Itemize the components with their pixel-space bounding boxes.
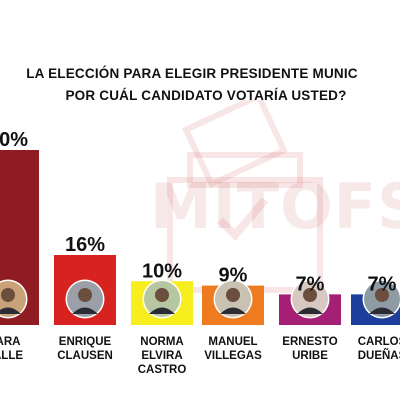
value-label-3: 10%	[142, 260, 182, 282]
candidate-name-3-line-3: CASTRO	[138, 364, 187, 376]
candidate-name-2-line-1: ENRIQUE	[59, 336, 112, 348]
value-label-2: 16%	[65, 234, 105, 256]
candidate-name-2-line-2: CLAUSEN	[57, 350, 113, 362]
candidate-name-1-line-1: ARA	[0, 336, 20, 348]
candidate-body-icon-3	[149, 307, 175, 314]
candidate-name-6-line-1: CARLOS	[358, 336, 400, 348]
candidate-head-icon-2	[78, 288, 92, 302]
candidate-name-3-line-2: ELVIRA	[141, 350, 182, 362]
candidate-name-5-line-1: ERNESTO	[282, 336, 337, 348]
value-label-5: 7%	[296, 273, 325, 295]
chart-title-line-1: LA ELECCIÓN PARA ELEGIR PRESIDENTE MUNIC	[26, 66, 358, 81]
candidate-body-icon-5	[297, 307, 323, 314]
candidate-name-5-line-2: URIBE	[292, 350, 328, 362]
chart-title-line-2: POR CUÁL CANDIDATO VOTARÍA USTED?	[65, 88, 347, 103]
candidate-body-icon-4	[220, 307, 246, 314]
candidate-body-icon-2	[72, 307, 98, 314]
candidate-body-icon-1	[0, 307, 21, 314]
candidate-body-icon-6	[369, 307, 395, 314]
candidate-head-icon-3	[155, 288, 169, 302]
value-label-6: 7%	[368, 273, 397, 295]
candidate-name-6-line-2: DUEÑAS	[358, 349, 400, 362]
value-label-4: 9%	[219, 265, 248, 287]
candidate-head-icon-6	[375, 288, 389, 302]
candidate-head-icon-4	[226, 288, 240, 302]
candidate-name-3-line-1: NORMA	[140, 336, 183, 348]
candidate-head-icon-1	[1, 288, 15, 302]
candidate-name-4-line-2: VILLEGAS	[204, 350, 262, 362]
watermark-text: MITOFSK	[150, 170, 400, 243]
candidate-head-icon-5	[303, 288, 317, 302]
candidate-name-4-line-1: MANUEL	[208, 336, 257, 348]
value-label-1: 40%	[0, 129, 28, 151]
